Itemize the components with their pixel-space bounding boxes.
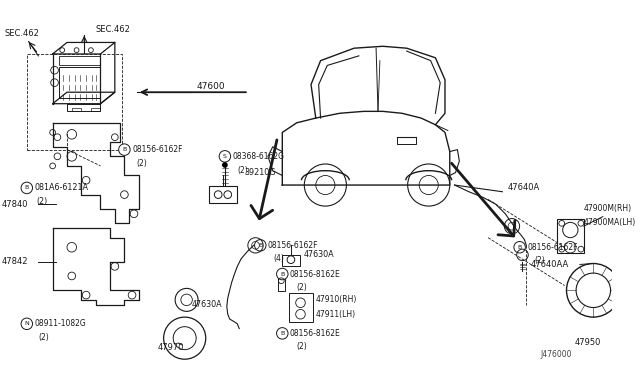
Circle shape	[21, 182, 33, 194]
Text: B: B	[122, 147, 127, 152]
Text: 47911(LH): 47911(LH)	[316, 310, 356, 319]
Text: (4): (4)	[274, 254, 285, 263]
Bar	[67, 104, 100, 111]
Text: 47970: 47970	[158, 343, 184, 352]
Text: J476000: J476000	[541, 350, 572, 359]
Circle shape	[514, 241, 525, 253]
Bar	[27, 54, 122, 150]
Text: S: S	[223, 154, 227, 159]
Text: 08156-6162F: 08156-6162F	[268, 241, 319, 250]
Text: (2): (2)	[38, 333, 49, 342]
Text: 47900M(RH): 47900M(RH)	[584, 205, 632, 214]
Text: N: N	[24, 321, 29, 326]
Circle shape	[255, 240, 266, 251]
Text: B: B	[280, 272, 284, 276]
Text: (2): (2)	[36, 197, 47, 206]
Text: 39210G: 39210G	[244, 168, 276, 177]
Circle shape	[21, 318, 33, 330]
Bar	[72, 108, 81, 111]
Bar	[91, 108, 100, 111]
Text: (2): (2)	[297, 342, 307, 351]
Text: 08156-8162E: 08156-8162E	[290, 270, 340, 279]
Text: 08911-1082G: 08911-1082G	[35, 319, 86, 328]
Text: 47900MA(LH): 47900MA(LH)	[584, 218, 636, 227]
Text: 47640A: 47640A	[507, 183, 540, 192]
Circle shape	[276, 328, 288, 339]
Text: 47630A: 47630A	[191, 300, 222, 309]
Text: 08368-6162G: 08368-6162G	[232, 152, 285, 161]
Circle shape	[219, 151, 230, 162]
Text: 47840: 47840	[2, 200, 28, 209]
Text: B: B	[518, 245, 522, 250]
Text: B: B	[280, 331, 284, 336]
Circle shape	[118, 144, 130, 155]
Bar	[60, 56, 100, 65]
Text: (2): (2)	[237, 166, 248, 175]
Bar	[60, 67, 100, 98]
Bar	[278, 274, 285, 291]
Text: 081A6-6121A: 081A6-6121A	[35, 183, 88, 192]
Text: 47842: 47842	[2, 257, 28, 266]
Bar	[282, 255, 300, 266]
Bar	[209, 186, 237, 203]
Text: 08156-6162F: 08156-6162F	[132, 145, 182, 154]
Text: SEC.462: SEC.462	[4, 29, 40, 38]
Circle shape	[276, 268, 288, 280]
Text: 47640AA: 47640AA	[531, 260, 570, 269]
Text: SEC.462: SEC.462	[96, 25, 131, 33]
Text: 47600: 47600	[196, 82, 225, 91]
Text: B: B	[258, 243, 262, 248]
Circle shape	[222, 162, 228, 168]
Text: 08156-8162E: 08156-8162E	[290, 329, 340, 338]
Text: 08156-6162F: 08156-6162F	[527, 243, 578, 252]
Text: B: B	[25, 185, 29, 190]
Text: (2): (2)	[534, 256, 545, 265]
Text: 47630A: 47630A	[303, 250, 334, 259]
Bar	[557, 218, 584, 253]
Text: (2): (2)	[297, 283, 307, 292]
Text: 47910(RH): 47910(RH)	[316, 295, 357, 304]
Text: 47950: 47950	[574, 339, 600, 347]
Bar	[289, 293, 313, 322]
Text: (2): (2)	[137, 158, 148, 167]
